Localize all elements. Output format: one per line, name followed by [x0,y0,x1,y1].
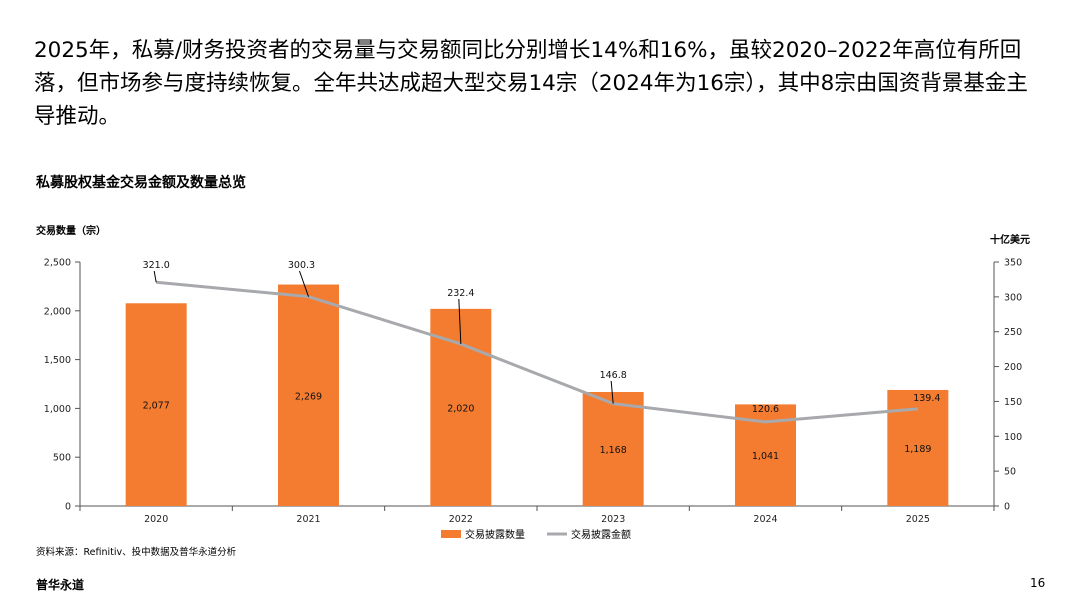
bar-value-label: 1,168 [600,445,627,456]
brand-name: 普华永道 [36,578,85,592]
value-leader-line [610,380,614,404]
left-tick-label: 500 [53,453,71,464]
right-tick-label: 250 [1004,327,1022,338]
line-value-label: 120.6 [752,404,779,415]
x-tick-label: 2023 [601,514,625,525]
chart-title: 私募股权基金交易金额及数量总览 [36,175,246,191]
right-tick-label: 200 [1004,362,1022,373]
bar [278,284,339,506]
bar [582,392,644,506]
source-note: 资料来源：Refinitiv、投中数据及普华永道分析 [36,547,237,558]
line-value-label: 139.4 [913,393,940,404]
bar-value-label: 1,041 [752,451,779,462]
x-tick-label: 2020 [144,514,168,525]
value-leader-line [299,270,309,297]
headline: 2025年，私募/财务投资者的交易量与交易额同比分别增长14%和16%，虽较20… [34,38,1028,129]
left-axis-title: 交易数量（宗） [36,224,106,237]
bar-value-label: 2,269 [295,391,322,402]
page-number: 16 [1030,576,1046,590]
line-value-label: 300.3 [288,260,315,271]
right-tick-label: 50 [1004,467,1016,478]
legend-bar-label: 交易披露数量 [465,528,525,541]
value-leader-line [153,270,157,283]
line-value-label: 232.4 [447,288,474,299]
bar-value-label: 2,020 [447,403,474,414]
right-tick-label: 350 [1004,258,1022,269]
legend-line-label: 交易披露金额 [571,528,631,541]
amount-line [156,280,918,424]
x-tick-label: 2025 [906,514,930,525]
line-value-label: 321.0 [143,260,170,271]
plot-area: 0 500 1,000 1,500 2,000 2,500 0 50 100 150 200 250 3… [44,258,1022,526]
line-value-label: 146.8 [600,370,627,381]
left-tick-label: 0 [65,502,71,513]
right-tick-label: 100 [1004,432,1022,443]
legend: 交易披露数量 交易披露金额 [441,528,631,541]
right-tick-label: 150 [1004,397,1022,408]
right-axis-title: 十亿美元 [990,233,1030,246]
left-tick-label: 1,000 [44,404,71,415]
bar [125,303,187,506]
right-tick-label: 0 [1004,502,1010,513]
bar-value-label: 1,189 [904,444,931,455]
x-tick-label: 2022 [449,514,473,525]
value-leader-line [458,298,462,345]
x-tick-label: 2024 [753,514,777,525]
left-tick-label: 2,000 [44,306,71,317]
bar-value-label: 2,077 [143,401,170,412]
left-tick-label: 2,500 [44,258,71,269]
right-tick-label: 300 [1004,292,1022,303]
legend-bar-swatch [441,530,461,538]
left-tick-label: 1,500 [44,355,71,366]
x-tick-label: 2021 [296,514,320,525]
